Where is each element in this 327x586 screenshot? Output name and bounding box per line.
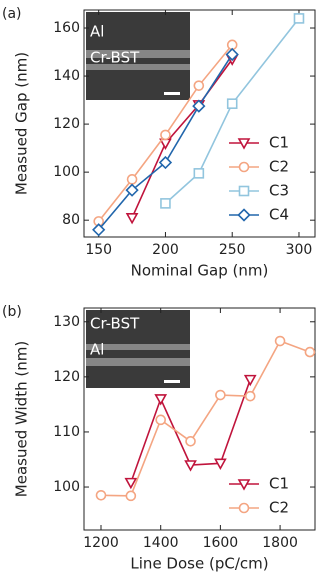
legend-label: C1 bbox=[269, 134, 289, 152]
axes-frame bbox=[83, 9, 316, 238]
inset-band bbox=[86, 358, 190, 366]
legend-marker bbox=[237, 208, 251, 222]
scale-bar bbox=[164, 92, 180, 95]
marker bbox=[126, 174, 138, 185]
marker bbox=[160, 198, 171, 209]
legend-marker bbox=[237, 138, 251, 150]
x-axis-label: Nominal Gap (nm) bbox=[131, 262, 269, 280]
marker bbox=[274, 335, 286, 347]
marker bbox=[304, 346, 316, 358]
x-tick-label: 1600 bbox=[203, 535, 239, 551]
legend-marker bbox=[238, 502, 250, 514]
legend-marker bbox=[238, 161, 250, 173]
series bbox=[92, 47, 239, 237]
inset-band bbox=[86, 344, 190, 350]
marker bbox=[125, 212, 139, 225]
inset-band bbox=[86, 50, 190, 58]
y-tick-label: 130 bbox=[53, 314, 80, 330]
y-tick-label: 160 bbox=[53, 20, 80, 36]
legend-marker bbox=[237, 479, 251, 491]
legend-label: C2 bbox=[269, 158, 289, 176]
marker bbox=[215, 389, 226, 401]
inset-image: Cr-BST Al bbox=[86, 310, 190, 388]
y-axis-label: Measued Width (nm) bbox=[13, 341, 31, 497]
marker bbox=[193, 168, 205, 179]
legend-label: C3 bbox=[269, 182, 289, 200]
y-tick-label: 100 bbox=[53, 164, 80, 180]
marker bbox=[158, 155, 173, 170]
x-axis-label: Line Dose (pC/cm) bbox=[130, 555, 268, 573]
marker bbox=[92, 223, 106, 237]
legend-marker bbox=[238, 185, 250, 197]
inset-label: Al bbox=[90, 341, 104, 359]
marker bbox=[125, 183, 139, 197]
series bbox=[124, 374, 257, 490]
legend-label: C4 bbox=[269, 206, 289, 224]
legend: C1 C2 C3 C4 bbox=[229, 134, 289, 224]
line bbox=[164, 17, 300, 204]
marker bbox=[192, 99, 206, 113]
y-tick-label: 100 bbox=[53, 479, 80, 495]
marker bbox=[214, 458, 227, 470]
inset-image: Al Cr-BST bbox=[86, 12, 190, 100]
inset-band bbox=[86, 64, 190, 70]
y-axis-label: Measued Gap (nm) bbox=[13, 52, 31, 195]
line bbox=[131, 58, 233, 219]
marker bbox=[185, 436, 196, 447]
marker bbox=[243, 374, 257, 387]
y-tick-label: 110 bbox=[53, 424, 80, 440]
x-tick-label: 150 bbox=[85, 242, 112, 258]
x-tick-label: 250 bbox=[219, 242, 246, 258]
x-tick-label: 300 bbox=[286, 242, 313, 258]
series bbox=[95, 335, 316, 502]
y-tick-label: 140 bbox=[53, 68, 80, 84]
marker bbox=[225, 47, 239, 62]
panel-label: (b) bbox=[2, 304, 22, 320]
marker bbox=[155, 414, 167, 426]
x-tick-label: 200 bbox=[152, 242, 179, 258]
marker bbox=[193, 80, 205, 91]
marker bbox=[154, 394, 168, 406]
y-tick-label: 80 bbox=[62, 212, 80, 228]
marker bbox=[160, 129, 171, 141]
y-tick-label: 120 bbox=[53, 369, 80, 385]
marker bbox=[244, 390, 256, 402]
inset-label: Al bbox=[90, 23, 104, 41]
marker bbox=[226, 98, 238, 109]
series bbox=[160, 13, 305, 209]
inset-label: Cr-BST bbox=[90, 315, 140, 333]
scale-bar bbox=[164, 380, 180, 383]
x-tick-label: 1400 bbox=[143, 535, 179, 551]
legend-label: C1 bbox=[269, 475, 289, 493]
axes-frame bbox=[83, 307, 316, 531]
marker bbox=[125, 490, 137, 502]
marker bbox=[124, 477, 138, 490]
inset-label: Cr-BST bbox=[90, 49, 140, 67]
marker bbox=[95, 489, 107, 501]
x-tick-label: 1200 bbox=[83, 535, 119, 551]
legend-label: C2 bbox=[269, 499, 289, 517]
x-tick-label: 1800 bbox=[262, 535, 298, 551]
y-tick-label: 120 bbox=[53, 116, 80, 132]
marker bbox=[184, 460, 197, 472]
panel-label: (a) bbox=[2, 6, 22, 22]
marker bbox=[293, 13, 305, 24]
line bbox=[100, 340, 311, 497]
